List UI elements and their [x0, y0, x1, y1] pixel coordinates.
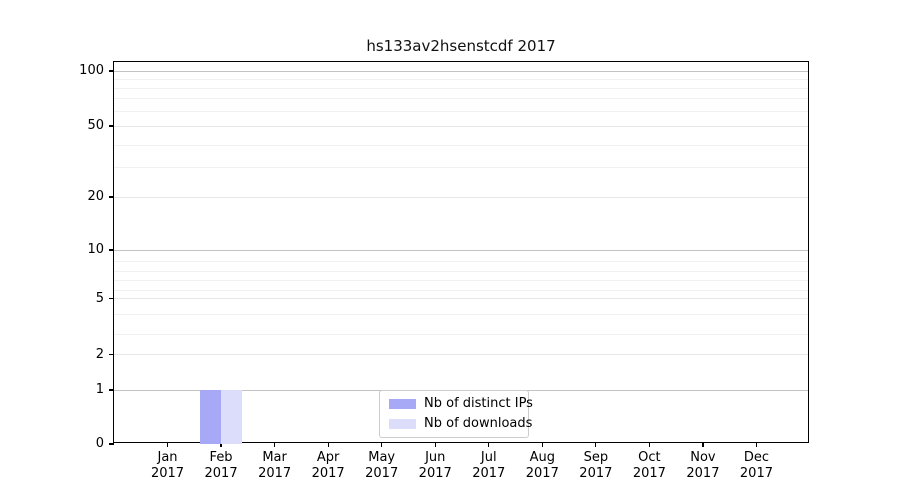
x-tick-mark: [488, 442, 490, 447]
y-tick-label: 0: [95, 436, 104, 451]
x-tick-mark: [220, 442, 222, 447]
minor-gridline: [114, 270, 808, 272]
x-tick-year: 2017: [311, 466, 345, 481]
y-tick-mark: [109, 125, 114, 127]
y-tick-label: 2: [95, 346, 104, 362]
x-tick-year: 2017: [739, 466, 773, 481]
x-tick-label: Nov 2017: [673, 450, 733, 482]
x-tick-year: 2017: [418, 466, 452, 481]
minor-gridline: [114, 260, 808, 262]
y-tick-mark: [109, 196, 114, 198]
major-gridline: [114, 196, 808, 198]
x-tick-year: 2017: [632, 466, 666, 481]
minor-gridline: [114, 79, 808, 80]
x-tick-mark: [702, 442, 704, 447]
legend-swatch: [389, 399, 416, 409]
chart-title: hs133av2hsenstcdf 2017: [366, 37, 556, 55]
minor-gridline: [114, 313, 808, 315]
x-tick-year: 2017: [525, 466, 559, 481]
x-tick-label: Jun 2017: [405, 450, 465, 482]
x-tick-mark: [595, 442, 597, 447]
bar-downloads: [221, 390, 243, 444]
x-tick-month: Oct: [638, 450, 661, 465]
y-tick-mark: [109, 70, 114, 72]
minor-gridline: [114, 98, 808, 99]
y-tick-label: 5: [95, 290, 104, 306]
y-tick-mark: [109, 389, 114, 391]
x-tick-month: May: [368, 450, 396, 465]
minor-gridline: [114, 333, 808, 335]
major-gridline: [114, 354, 808, 355]
x-tick-mark: [434, 442, 436, 447]
x-tick-year: 2017: [686, 466, 720, 481]
x-tick-month: Jan: [157, 450, 178, 465]
x-tick-month: Dec: [743, 450, 770, 465]
legend: Nb of distinct IPs Nb of downloads: [379, 390, 533, 438]
minor-gridline: [114, 289, 808, 291]
legend-entry: Nb of distinct IPs: [389, 396, 533, 412]
x-tick-year: 2017: [258, 466, 292, 481]
y-tick-label: 10: [87, 242, 104, 257]
y-tick-label: 50: [87, 118, 104, 133]
x-tick-label: Oct 2017: [619, 450, 679, 482]
minor-gridline: [114, 280, 808, 281]
x-tick-month: Jun: [425, 450, 446, 465]
x-tick-year: 2017: [365, 466, 399, 481]
y-tick-label: 1: [95, 382, 104, 397]
minor-gridline: [114, 144, 808, 146]
y-tick-mark: [109, 249, 114, 251]
major-gridline: [114, 298, 808, 299]
x-tick-label: Aug 2017: [512, 450, 572, 482]
major-gridline: [114, 125, 808, 127]
x-tick-label: May 2017: [352, 450, 412, 482]
x-tick-mark: [327, 442, 329, 447]
x-tick-label: Jan 2017: [138, 450, 198, 482]
x-tick-month: Sep: [583, 450, 609, 465]
x-tick-label: Sep 2017: [566, 450, 626, 482]
y-tick-mark: [109, 443, 114, 445]
minor-gridline: [114, 111, 808, 112]
y-tick-label: 20: [87, 189, 104, 204]
x-tick-year: 2017: [472, 466, 506, 481]
x-tick-year: 2017: [204, 466, 238, 481]
minor-gridline: [114, 88, 808, 89]
major-gridline: [114, 249, 808, 251]
y-tick-mark: [109, 297, 114, 300]
x-tick-month: Mar: [262, 450, 287, 465]
major-gridline: [114, 70, 808, 72]
x-tick-label: Mar 2017: [245, 450, 305, 482]
x-tick-mark: [273, 442, 276, 447]
x-tick-mark: [166, 442, 169, 447]
x-tick-mark: [648, 442, 651, 447]
x-tick-year: 2017: [579, 466, 613, 481]
x-tick-year: 2017: [150, 466, 185, 481]
plot-area: 0 1 2 5 10 20 50 100 Jan 2017 Feb 2017 Mar 2017 Apr 201…: [79, 61, 809, 481]
x-tick-label: Apr 2017: [298, 450, 358, 482]
legend-label: Nb of downloads: [424, 416, 533, 431]
x-tick-mark: [381, 442, 383, 447]
x-tick-label: Feb 2017: [191, 450, 251, 482]
x-tick-month: Nov: [690, 450, 716, 465]
minor-gridline: [114, 166, 808, 168]
x-tick-mark: [755, 442, 758, 447]
x-tick-month: Jul: [480, 450, 497, 465]
y-tick-mark: [109, 353, 114, 356]
x-tick-month: Apr: [316, 450, 340, 465]
legend-entry: Nb of downloads: [389, 416, 532, 432]
x-tick-month: Feb: [209, 450, 233, 465]
bar-distinct-ips: [199, 390, 222, 444]
y-tick-label: 100: [79, 63, 104, 78]
legend-swatch: [389, 419, 416, 429]
x-tick-label: Dec 2017: [726, 450, 786, 482]
x-tick-month: Aug: [529, 450, 555, 465]
x-tick-label: Jul 2017: [459, 450, 519, 482]
x-tick-mark: [541, 442, 543, 447]
legend-label: Nb of distinct IPs: [424, 396, 533, 411]
